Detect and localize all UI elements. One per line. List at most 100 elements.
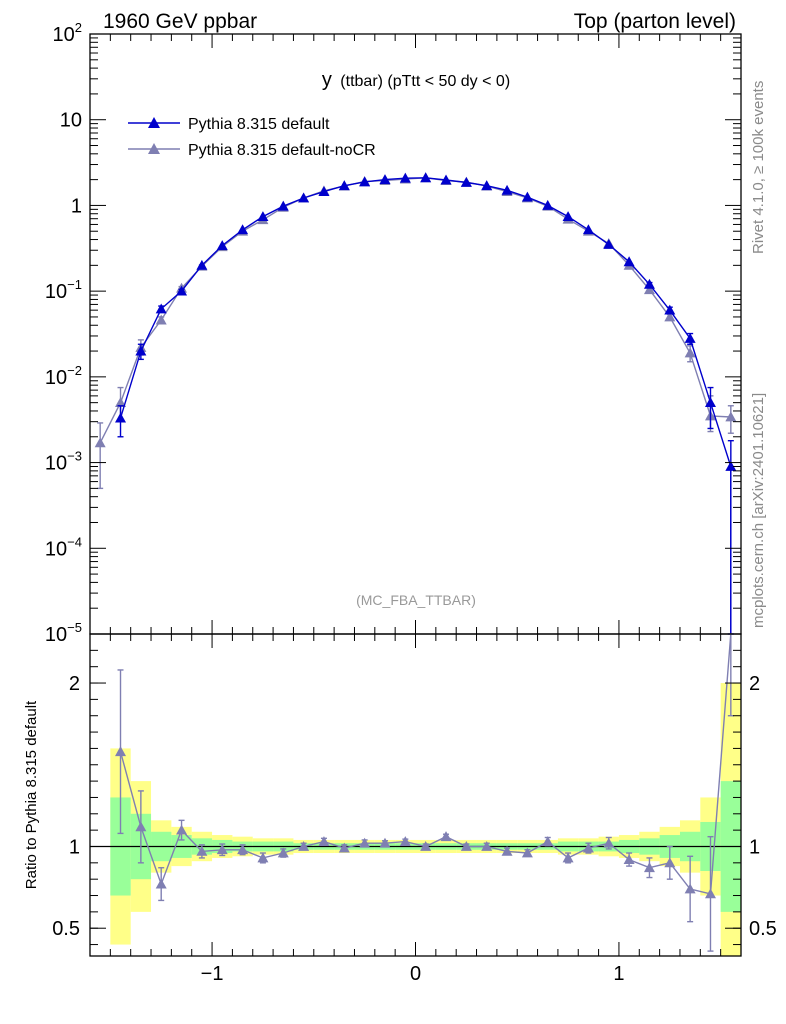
main-ytick-label: 10−5 [45,620,82,646]
ratio-point [562,852,574,863]
ratio-y-label: Ratio to Pythia 8.315 default [23,700,40,889]
data-point [562,211,574,222]
ratio-point [582,842,594,853]
header-right: Top (parton level) [574,10,736,33]
data-point [521,191,533,202]
data-point [338,180,350,191]
data-point [603,239,615,249]
legend-label-default: Pythia 8.315 default [188,116,330,133]
plot-title-rest: (ttbar) (pTtt < 50 dy < 0) [340,73,510,90]
data-point [725,460,737,471]
data-point [155,303,167,314]
watermark-label: (MC_FBA_TTBAR) [356,592,476,608]
data-point [420,172,432,183]
main-ytick-label: 1 [71,195,82,217]
series-line-1 [99,177,731,444]
data-point [216,240,228,250]
ratio-point [542,836,554,846]
data-point [257,211,269,222]
data-point [643,278,655,289]
data-point [440,174,452,185]
ratio-point [623,854,635,864]
data-point [684,347,696,358]
ratio-ytick-label: 1 [69,836,80,858]
legend-marker-default [148,117,160,128]
data-point [298,192,310,203]
ratio-point [196,845,208,856]
plot-title-main: y [322,69,332,91]
ratio-point [603,837,615,848]
ratio-point [481,840,493,851]
data-point [196,259,208,270]
ratio-point [176,824,188,835]
ratio-point [440,831,452,842]
main-panel: (MC_FBA_TTBAR) y (ttbar) (pTtt < 50 dy <… [45,20,742,646]
mcplots-label: mcplots.cern.ch [arXiv:2401.10621] [750,393,767,628]
data-point [725,411,737,422]
data-point [501,184,513,195]
ratio-ytick-label-right: 0.5 [749,918,777,940]
main-ytick-label: 10−4 [45,534,82,560]
data-point [542,199,554,210]
header-left: 1960 GeV ppbar [103,10,257,33]
ratio-point [277,847,289,858]
ratio-frame [89,633,742,957]
plot-title: y (ttbar) (pTtt < 50 dy < 0) [322,69,510,91]
data-point [460,177,472,187]
data-point [115,412,127,423]
main-ytick-label: 102 [53,20,82,46]
ratio-point [338,842,350,853]
main-ytick-label: 10 [60,110,82,132]
ratio-point [399,836,411,846]
ratio-point [704,888,716,899]
data-point [176,285,188,296]
series-line-0 [119,177,732,634]
data-point [399,172,411,183]
main-ytick-label: 10−3 [45,449,82,475]
data-point [318,186,330,196]
data-point [664,311,676,322]
ratio-xtick-label: −1 [201,963,224,985]
ratio-point [298,840,310,851]
data-point [359,176,371,187]
ratio-point [664,857,676,868]
ratio-point [237,844,249,855]
ratio-ytick-label: 2 [69,673,80,695]
ratio-point [684,883,696,894]
data-point [684,333,696,343]
ratio-ytick-label: 0.5 [52,918,80,940]
ratio-point [155,878,167,889]
ratio-point [216,844,228,855]
main-ytick-label: 10−1 [45,277,82,303]
rivet-label: Rivet 4.1.0, ≥ 100k events [750,81,767,254]
data-point [277,200,289,211]
ratio-point [643,862,655,873]
ratio-point [257,852,269,863]
ratio-point [318,836,330,846]
ratio-point [501,845,513,856]
ratio-point [135,821,147,832]
legend-marker-nocr [148,143,160,154]
data-point [155,314,167,325]
ratio-point [420,840,432,851]
main-ytick-label: 10−2 [45,363,82,389]
ratio-point [379,837,391,848]
data-point [704,397,716,408]
ratio-ytick-label-right: 2 [749,673,760,695]
ratio-point [115,746,127,757]
legend: Pythia 8.315 default Pythia 8.315 defaul… [128,116,376,159]
ratio-xtick-label: 1 [613,963,624,985]
ratio-ytick-label-right: 1 [749,836,760,858]
data-point [664,304,676,315]
legend-label-nocr: Pythia 8.315 default-noCR [188,142,376,159]
ratio-point [521,847,533,858]
data-point [115,397,127,408]
ratio-panel: 0.5 0.5 1 1 2 2 −1 0 1 Ratio to Pythia 8.315 def… [23,633,777,985]
data-point [94,437,106,448]
data-point [643,284,655,295]
data-point [582,224,594,235]
data-point [379,174,391,185]
data-point [481,180,493,191]
ratio-point [460,840,472,851]
